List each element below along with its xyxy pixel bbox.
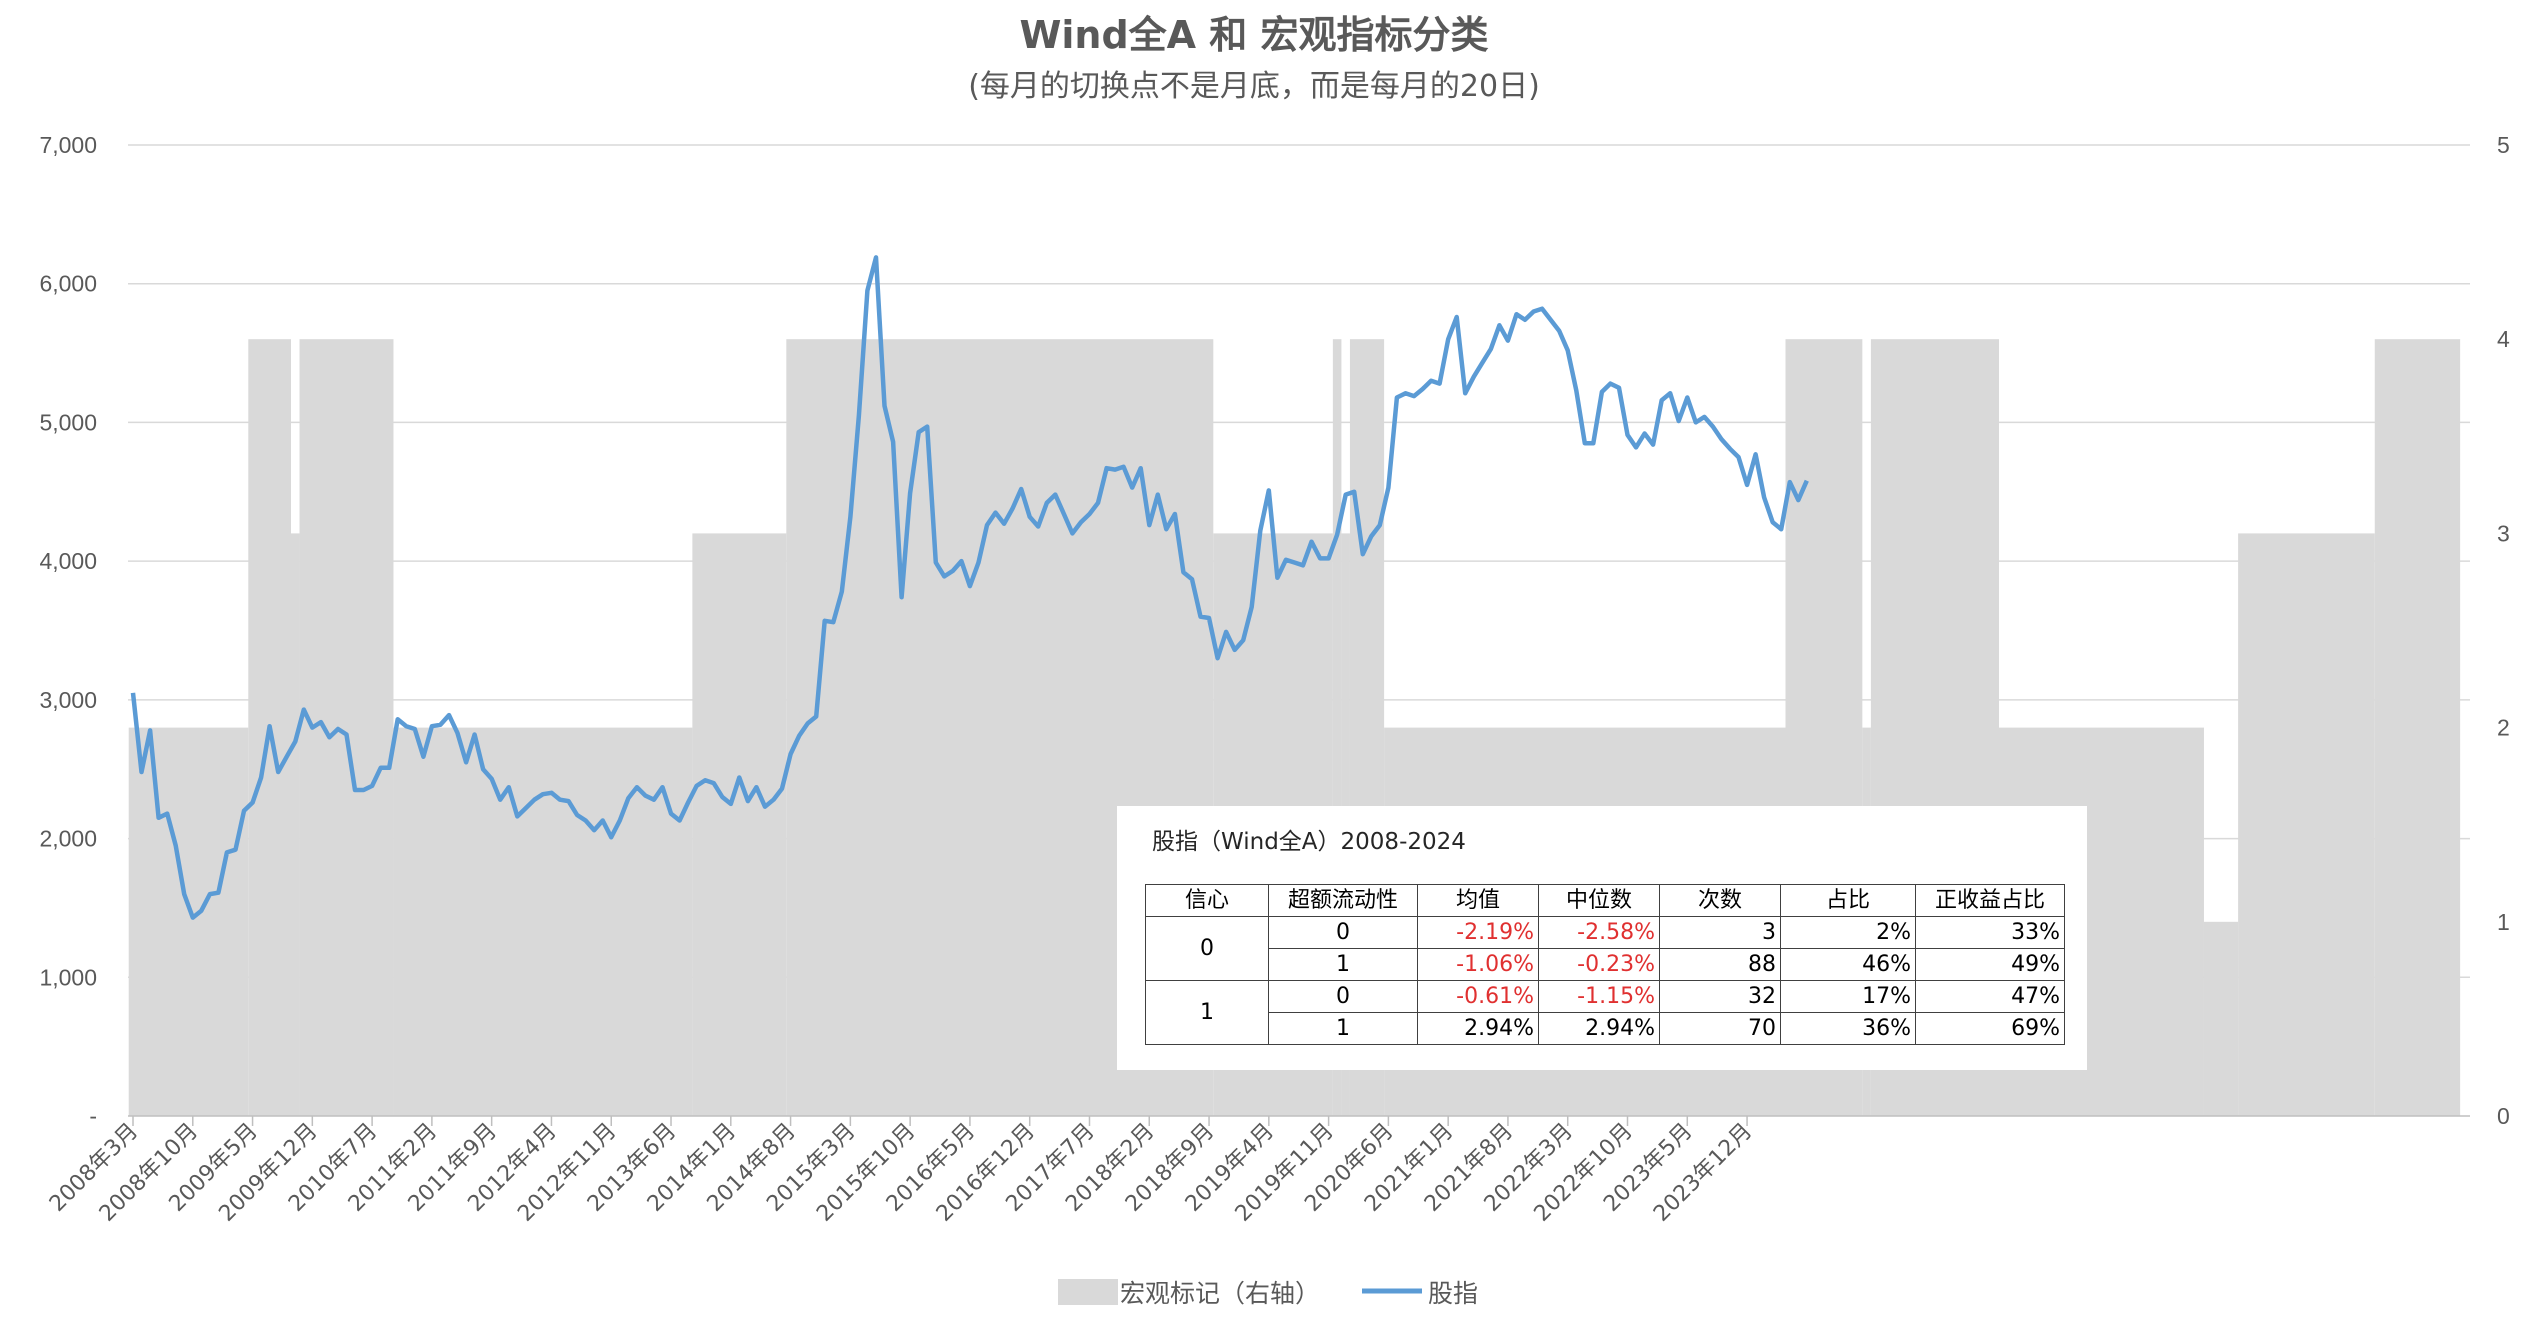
cell-confidence: 0 [1145, 916, 1269, 981]
stats-annotation-box: 股指（Wind全A）2008-2024 信心 超额流动性 均值 中位数 次数 占… [1117, 806, 2087, 1070]
macro-area-segment [2238, 533, 2375, 1116]
y-left-tick-label: 2,000 [39, 826, 97, 852]
macro-area-segment [2374, 339, 2461, 1116]
cell-positive-share: 49% [1915, 948, 2065, 981]
cell-mean: -0.61% [1417, 980, 1539, 1013]
legend-label-area: 宏观标记（右轴） [1120, 1279, 1320, 1308]
table-row: 0 0 -2.19% -2.58% 3 2% 33% [1145, 916, 2065, 981]
y-right-tick-label: 3 [2497, 520, 2510, 546]
header-liquidity: 超额流动性 [1268, 884, 1418, 917]
cell-median: -1.15% [1538, 980, 1660, 1013]
cell-median: 2.94% [1538, 1012, 1660, 1045]
table-row: 1 0 -0.61% -1.15% 32 17% 47% [1145, 980, 2065, 1045]
y-left-tick-label: - [89, 1103, 97, 1129]
cell-liquidity: 0 [1268, 916, 1418, 949]
cell-positive-share: 33% [1915, 916, 2065, 949]
index-line [130, 255, 1809, 920]
cell-share: 17% [1780, 980, 1916, 1013]
chart-subtitle: (每月的切换点不是月底，而是每月的20日) [968, 69, 1540, 104]
header-positive-share: 正收益占比 [1915, 884, 2065, 917]
cell-median: -0.23% [1538, 948, 1660, 981]
y-left-tick-label: 3,000 [39, 687, 97, 713]
table-row: 1 -1.06% -0.23% 88 46% 49% [1146, 948, 2065, 981]
cell-share: 46% [1780, 948, 1916, 981]
cell-share: 2% [1780, 916, 1916, 949]
y-left-tick-label: 4,000 [39, 548, 97, 574]
cell-liquidity: 1 [1268, 1012, 1418, 1045]
cell-count: 70 [1659, 1012, 1781, 1045]
macro-area-segment [393, 727, 693, 1116]
stats-header-row: 信心 超额流动性 均值 中位数 次数 占比 正收益占比 [1145, 884, 2065, 917]
stats-title: 股指（Wind全A）2008-2024 [1152, 829, 1466, 855]
cell-mean: -1.06% [1417, 948, 1539, 981]
y-left-tick-label: 1,000 [39, 964, 97, 990]
y-right-tick-label: 0 [2497, 1103, 2510, 1129]
cell-confidence: 1 [1145, 980, 1269, 1045]
header-share: 占比 [1780, 884, 1916, 917]
y-right-tick-label: 2 [2497, 715, 2510, 741]
y-right-tick-label: 1 [2497, 909, 2510, 935]
cell-mean: -2.19% [1417, 916, 1539, 949]
header-median: 中位数 [1538, 884, 1660, 917]
cell-positive-share: 47% [1915, 980, 2065, 1013]
cell-share: 36% [1780, 1012, 1916, 1045]
macro-area-segment [290, 533, 300, 1116]
index-line-series [130, 255, 1809, 920]
cell-count: 88 [1659, 948, 1781, 981]
cell-count: 32 [1659, 980, 1781, 1013]
y-left-tick-label: 7,000 [39, 132, 97, 158]
y-axis-right: 0 1 2 3 4 5 [2497, 132, 2510, 1129]
cell-liquidity: 1 [1268, 948, 1418, 981]
legend-label-line: 股指 [1428, 1279, 1478, 1308]
macro-area-segment [692, 533, 787, 1116]
y-right-tick-label: 5 [2497, 132, 2510, 158]
macro-area-segment [128, 727, 249, 1116]
table-row: 1 2.94% 2.94% 70 36% 69% [1146, 1012, 2065, 1045]
y-left-tick-label: 6,000 [39, 271, 97, 297]
cell-positive-share: 69% [1915, 1012, 2065, 1045]
chart-title: Wind全A 和 宏观指标分类 [1019, 13, 1488, 57]
macro-area-segment [2203, 921, 2239, 1116]
header-mean: 均值 [1417, 884, 1539, 917]
x-axis: 2008年3月2008年10月2009年5月2009年12月2010年7月201… [45, 1115, 2470, 1227]
y-right-tick-label: 4 [2497, 326, 2510, 352]
y-axis-left: - 1,000 2,000 3,000 4,000 5,000 6,000 7,000 [39, 132, 97, 1129]
header-count: 次数 [1659, 884, 1781, 917]
stats-table: 信心 超额流动性 均值 中位数 次数 占比 正收益占比 0 0 -2.19% -… [1145, 884, 2065, 1045]
cell-median: -2.58% [1538, 916, 1660, 949]
macro-area-segment [1332, 339, 1342, 1116]
header-confidence: 信心 [1145, 884, 1269, 917]
legend-swatch-area [1058, 1279, 1118, 1305]
cell-mean: 2.94% [1417, 1012, 1539, 1045]
legend: 宏观标记（右轴） 股指 [1058, 1279, 1478, 1308]
cell-count: 3 [1659, 916, 1781, 949]
y-left-tick-label: 5,000 [39, 409, 97, 435]
cell-liquidity: 0 [1268, 980, 1418, 1013]
